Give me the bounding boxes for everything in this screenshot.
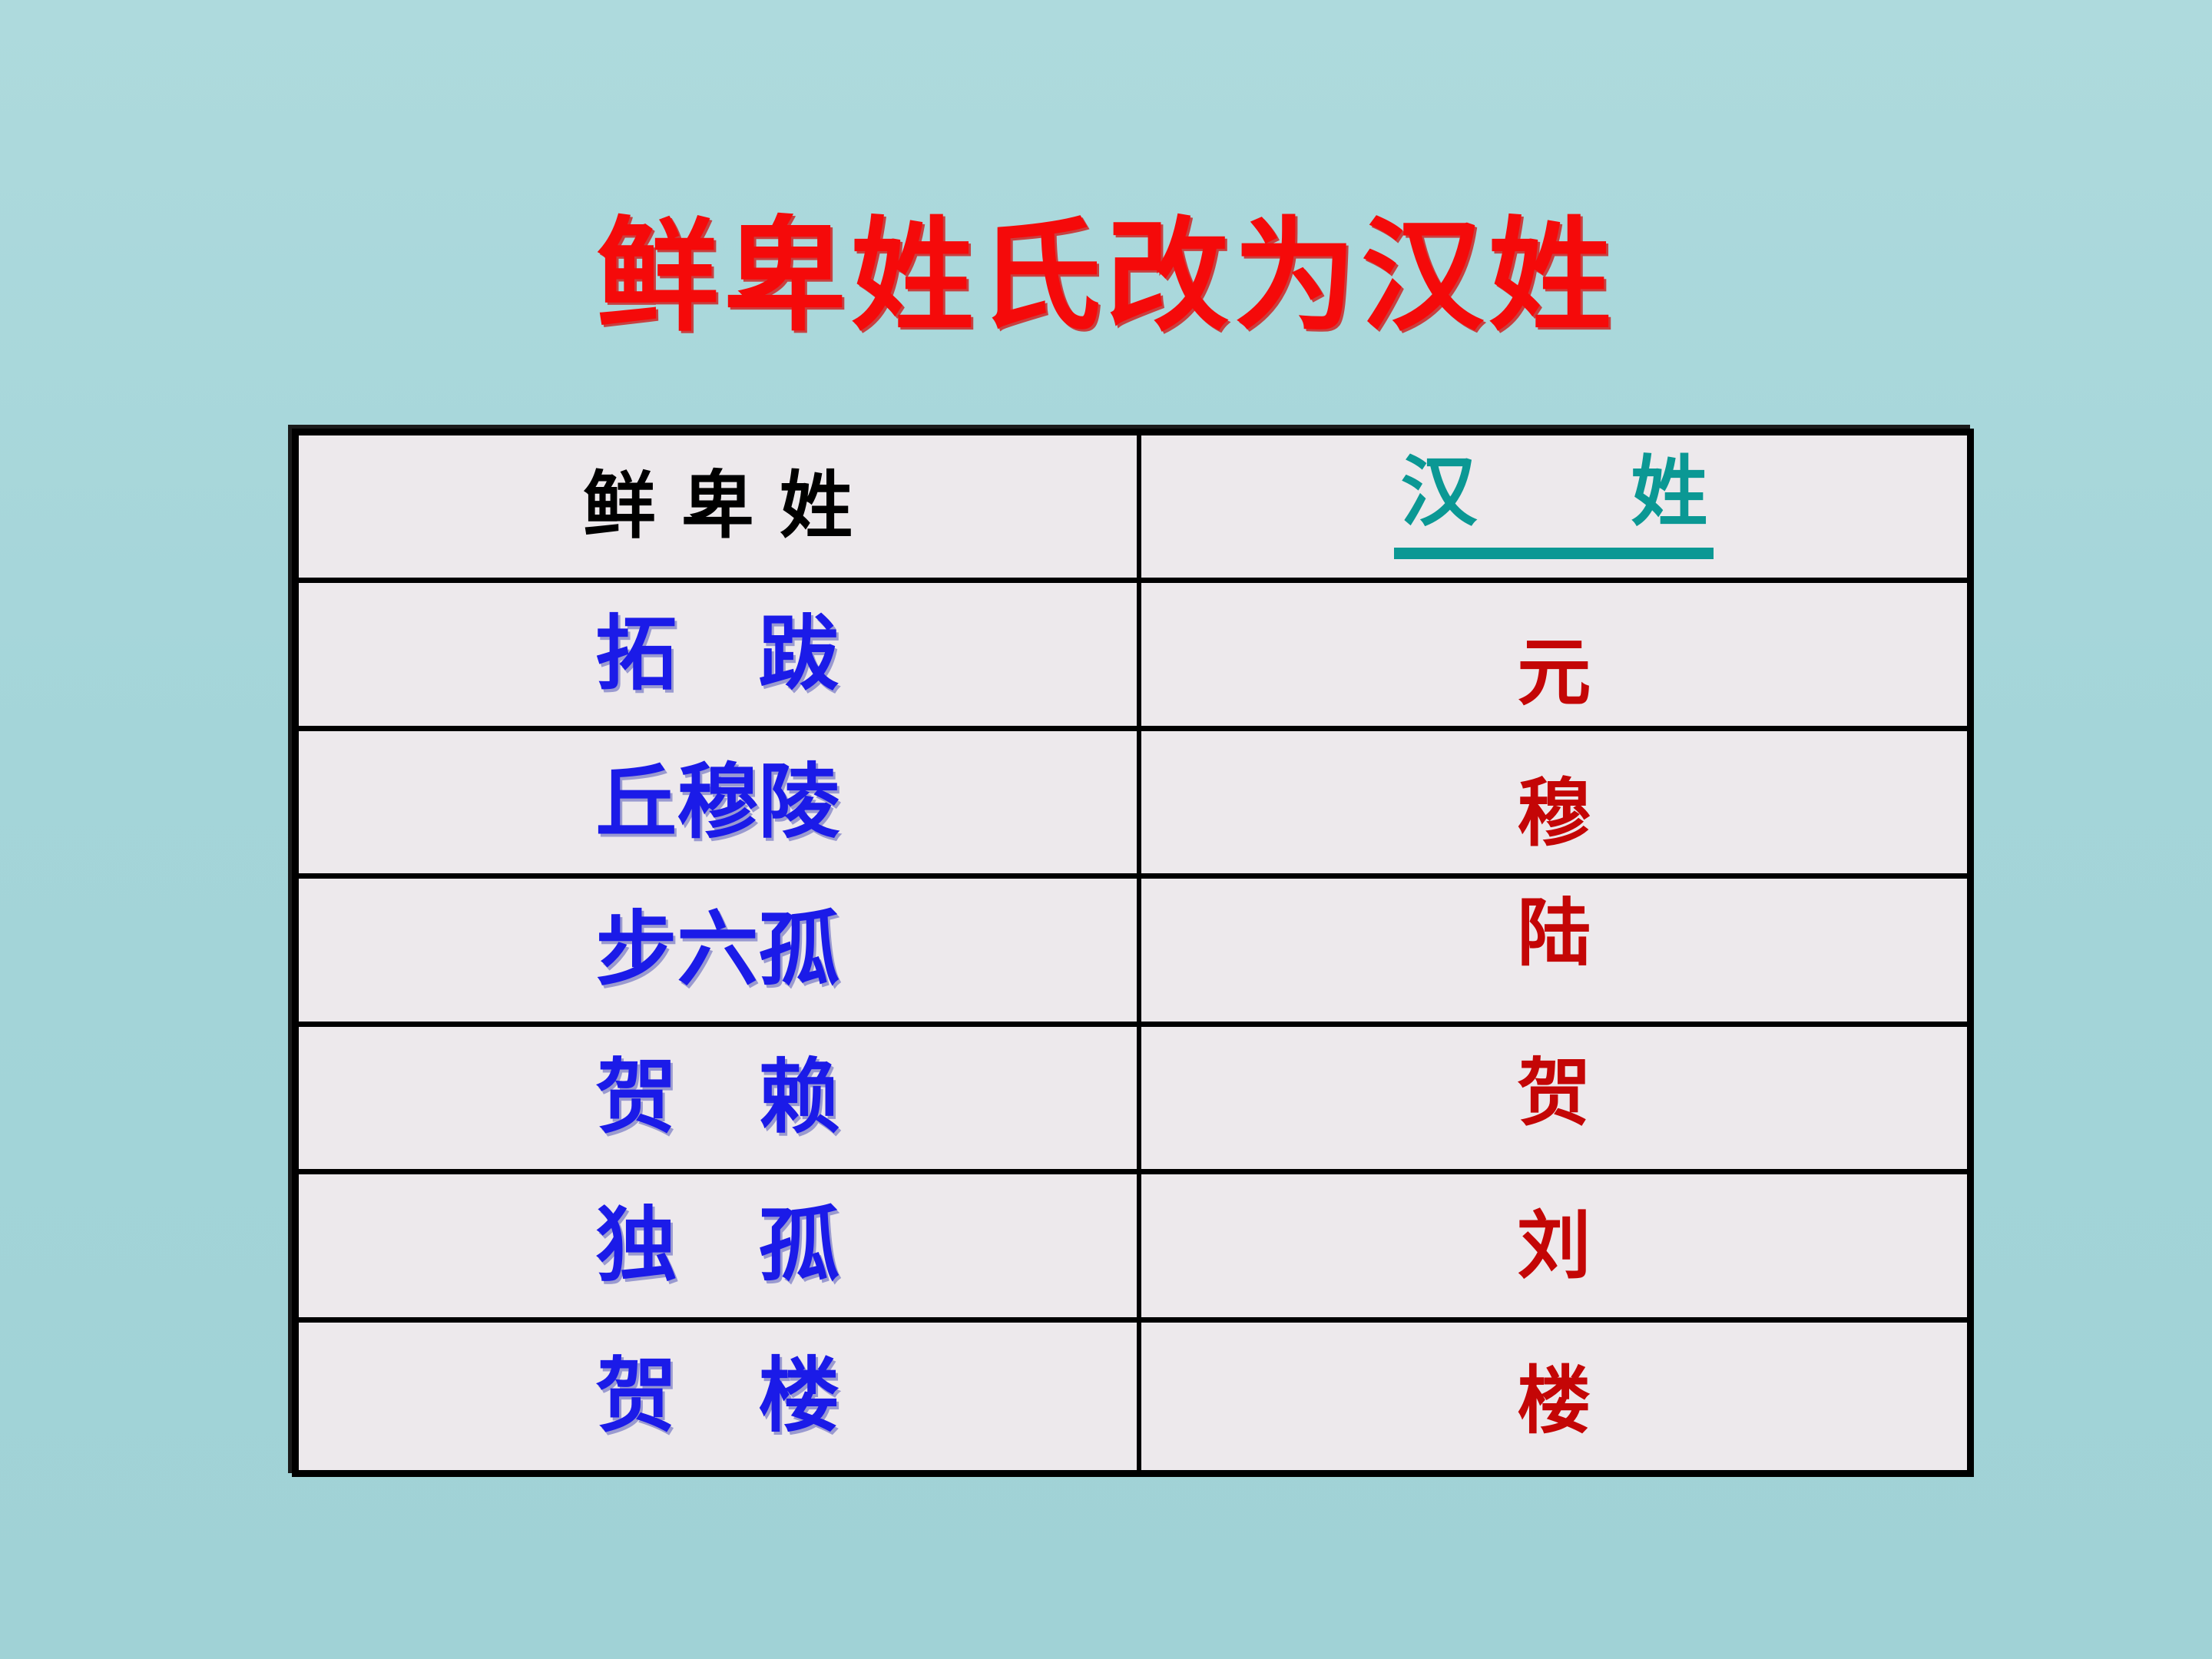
table-row: 贺 楼 楼: [299, 1322, 1967, 1470]
han-cell: 元: [1517, 630, 1591, 717]
xianbei-cell: 贺 赖: [299, 1026, 1141, 1170]
han-cell: 楼: [1517, 1357, 1591, 1444]
table-row: 独 孤 刘: [299, 1174, 1967, 1323]
table-row: 丘穆陵 穆: [299, 730, 1967, 879]
han-cell: 陆: [1517, 889, 1591, 976]
xianbei-cell: 拓 跋: [299, 583, 1141, 726]
xianbei-cell: 步六孤: [299, 879, 1141, 1022]
table-header-row: 鲜 卑 姓 汉 姓: [299, 435, 1967, 584]
slide-title: 鲜卑姓氏改为汉姓: [595, 204, 1616, 348]
xianbei-cell: 贺 楼: [299, 1322, 1141, 1470]
xianbei-cell: 丘穆陵: [299, 730, 1141, 874]
header-han-label: 汉 姓: [1394, 454, 1714, 560]
header-xianbei: 鲜 卑 姓: [299, 435, 1141, 578]
header-han: 汉 姓: [1141, 435, 1967, 578]
surname-table: 鲜 卑 姓 汉 姓 拓 跋 元 丘穆陵 穆 步六孤 陆 贺 赖 贺 独 孤 刘 …: [292, 429, 1974, 1477]
table-row: 步六孤 陆: [299, 879, 1967, 1027]
xianbei-cell: 独 孤: [299, 1174, 1141, 1317]
table-row: 贺 赖 贺: [299, 1026, 1967, 1175]
han-cell: 贺: [1517, 1050, 1591, 1137]
table-row: 拓 跋 元: [299, 583, 1967, 731]
han-cell: 刘: [1517, 1202, 1591, 1289]
han-cell: 穆: [1517, 770, 1591, 856]
